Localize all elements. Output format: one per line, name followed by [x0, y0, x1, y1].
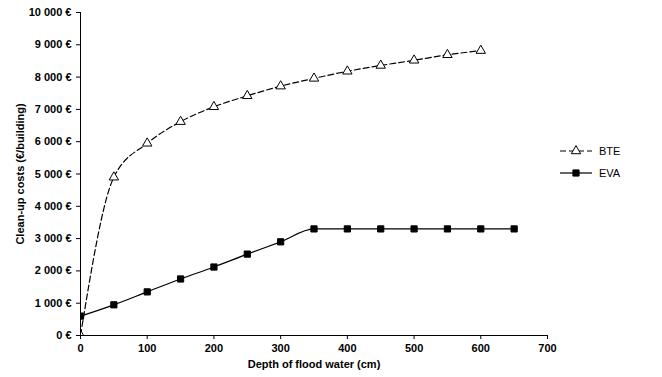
svg-text:100: 100	[138, 342, 156, 354]
svg-text:0: 0	[77, 342, 83, 354]
svg-text:1 000 €: 1 000 €	[35, 297, 72, 309]
svg-text:10 000 €: 10 000 €	[29, 6, 72, 18]
svg-text:5 000 €: 5 000 €	[35, 168, 72, 180]
html-text:BTE: BTE	[599, 145, 621, 157]
svg-text:7 000 €: 7 000 €	[35, 103, 72, 115]
html-text:EVA: EVA	[599, 167, 621, 179]
svg-text:200: 200	[205, 342, 223, 354]
svg-text:Clean-up costs (€/building): Clean-up costs (€/building)	[14, 103, 26, 245]
svg-text:6 000 €: 6 000 €	[35, 135, 72, 147]
svg-text:2 000 €: 2 000 €	[35, 264, 72, 276]
svg-text:3 000 €: 3 000 €	[35, 232, 72, 244]
svg-text:600: 600	[472, 342, 490, 354]
svg-text:4 000 €: 4 000 €	[35, 200, 72, 212]
svg-text:400: 400	[338, 342, 356, 354]
svg-text:9 000 €: 9 000 €	[35, 38, 72, 50]
svg-text:8 000 €: 8 000 €	[35, 71, 72, 83]
svg-text:Depth of flood water (cm): Depth of flood water (cm)	[248, 358, 381, 370]
svg-text:300: 300	[271, 342, 289, 354]
svg-text:500: 500	[405, 342, 423, 354]
svg-text:700: 700	[538, 342, 556, 354]
svg-text:0 €: 0 €	[56, 329, 71, 341]
